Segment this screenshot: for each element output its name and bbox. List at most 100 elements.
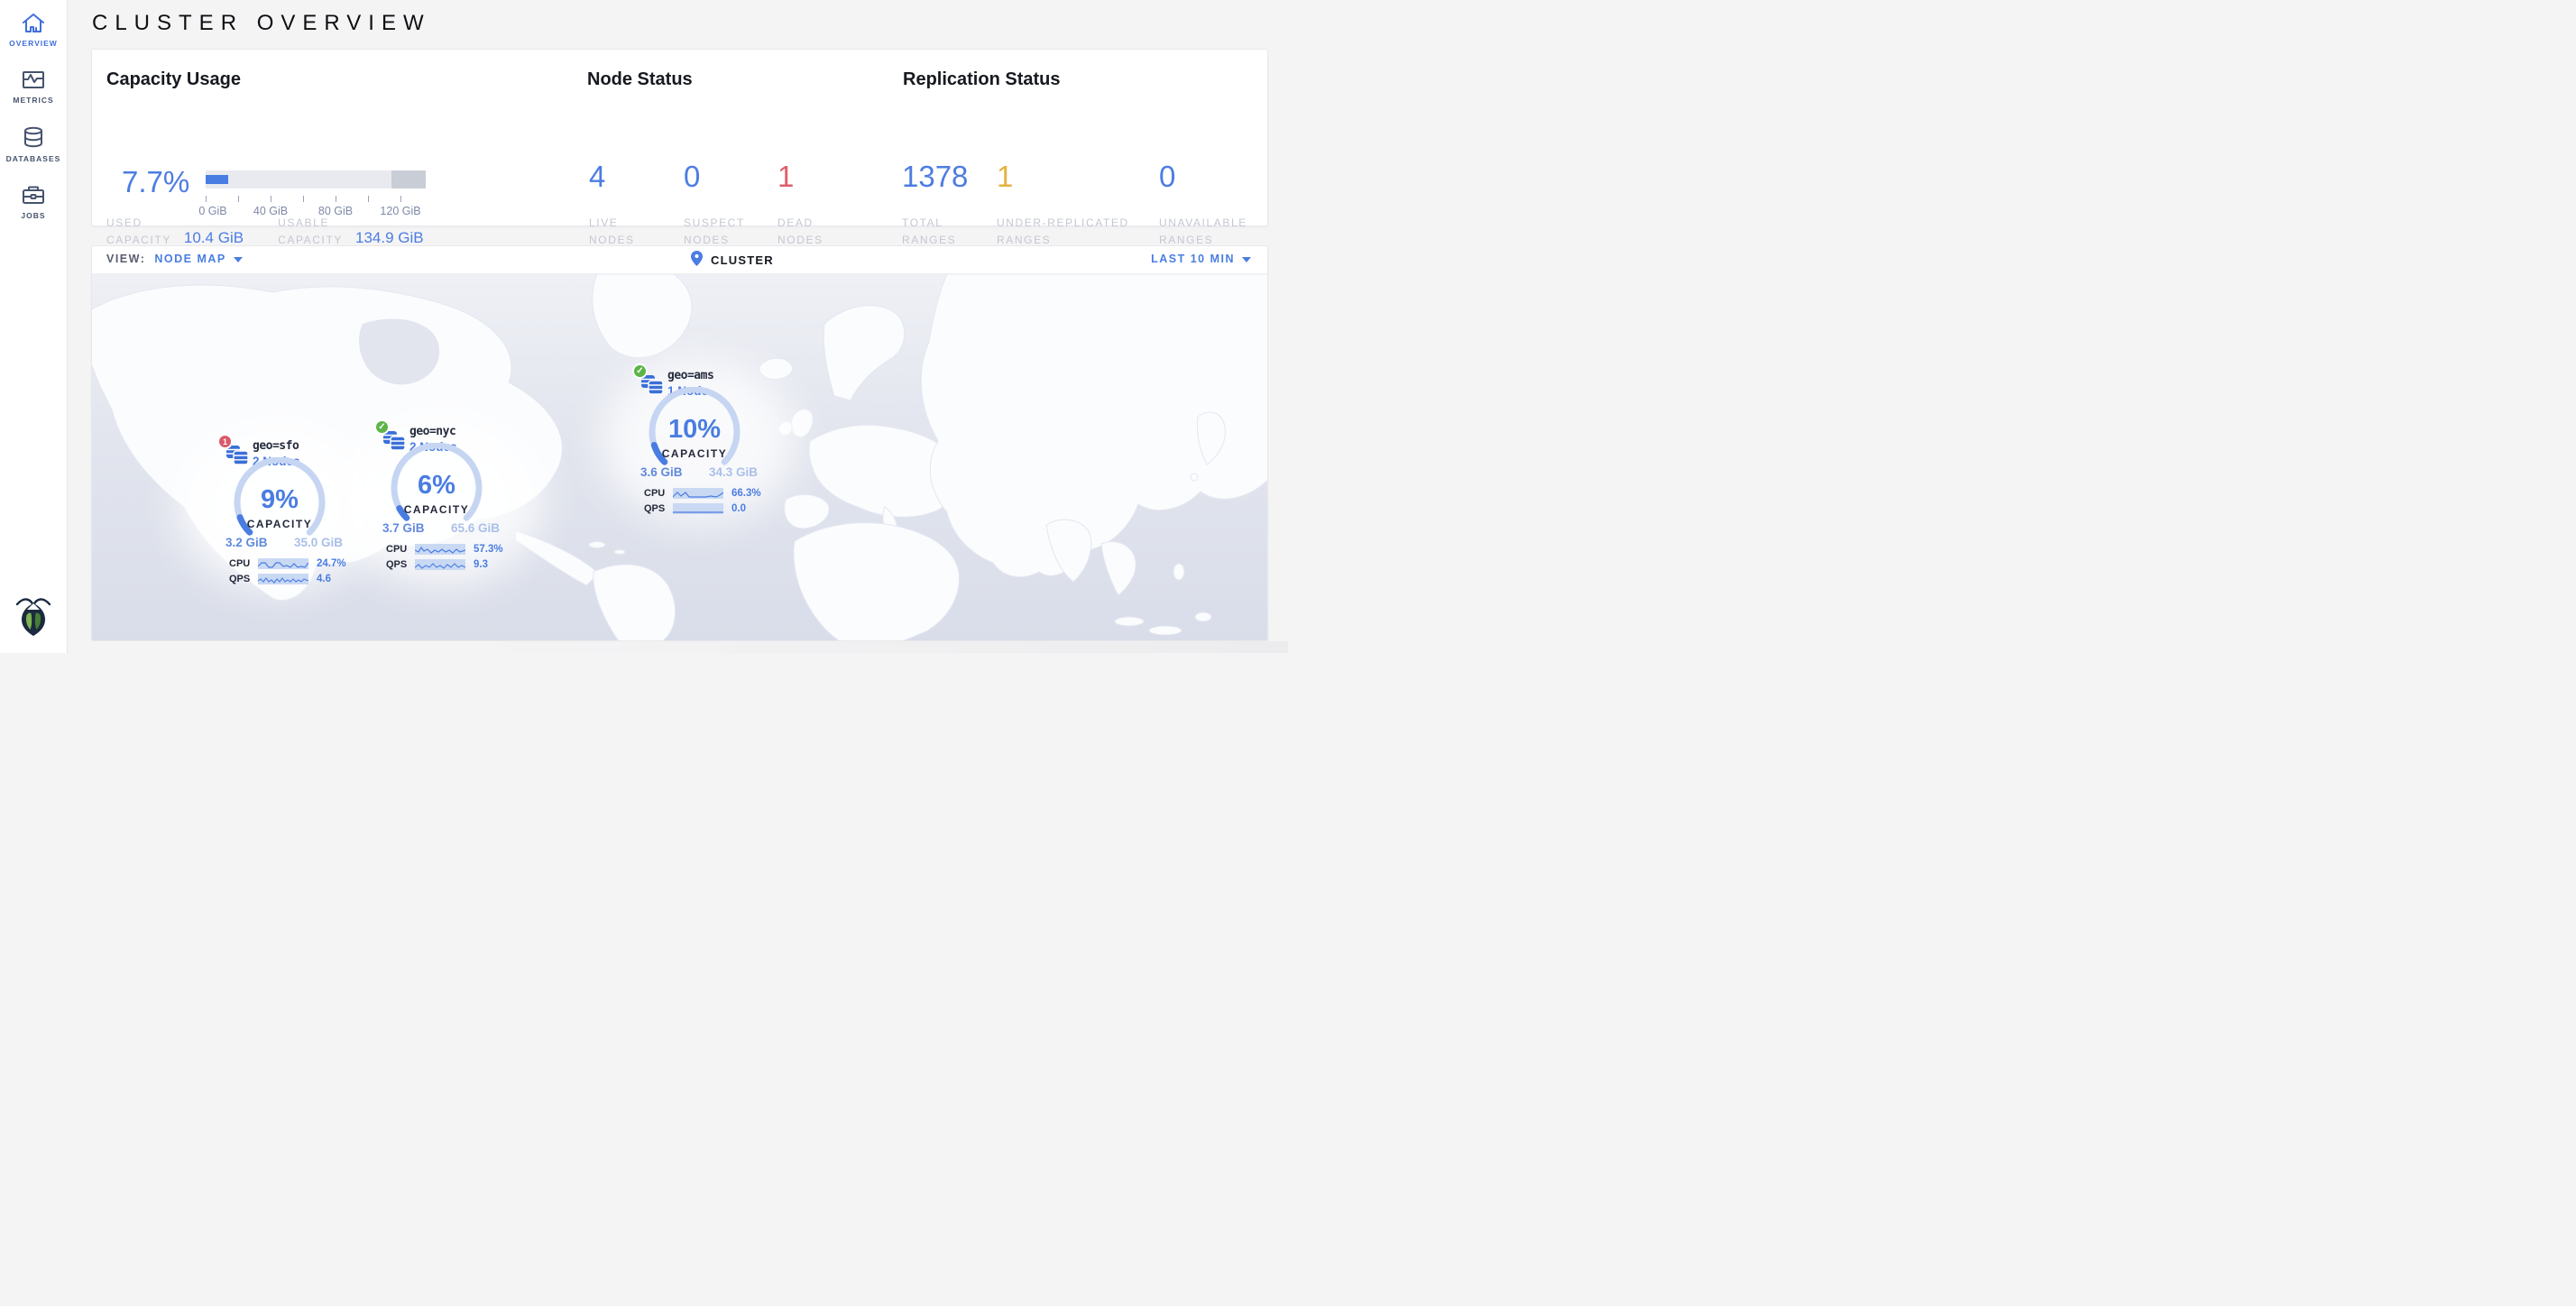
unavailable-ranges-value: 0 xyxy=(1159,160,1176,193)
cluster-overview-page: OVERVIEW METRICS DATABASES xyxy=(0,0,1288,653)
used-value: 3.7 GiB xyxy=(382,521,425,535)
cluster-summary-panel: Capacity Usage 7.7% 0 GiB 40 GiB 80 GiB … xyxy=(91,49,1268,246)
location-pin-icon xyxy=(691,251,703,269)
used-value: 3.6 GiB xyxy=(640,465,683,479)
briefcase-icon xyxy=(22,185,45,207)
under-replicated-value: 1 xyxy=(997,160,1014,193)
cpu-label: CPU xyxy=(229,558,251,569)
sidebar-item-label: JOBS xyxy=(21,211,46,220)
page-title: CLUSTER OVERVIEW xyxy=(92,11,431,35)
dead-nodes-value: 1 xyxy=(777,160,795,193)
axis-tick-label: 0 GiB xyxy=(198,205,227,217)
breadcrumb[interactable]: CLUSTER xyxy=(691,251,774,269)
replication-status-title: Replication Status xyxy=(903,69,1061,89)
node-status-title: Node Status xyxy=(587,69,693,89)
gauge-percent: 9% xyxy=(261,485,299,514)
qps-sparkline xyxy=(673,503,723,514)
cpu-value: 57.3% xyxy=(474,544,503,555)
healthy-check-badge: ✓ xyxy=(632,363,648,379)
cockroachdb-logo xyxy=(14,596,52,640)
locality-marker-ams[interactable]: ✓ geo=ams 1 Node 10% CAPACITY 3.6 GiB xyxy=(631,363,768,518)
horizontal-scrollbar[interactable] xyxy=(68,641,1288,653)
cpu-sparkline xyxy=(414,544,466,555)
cpu-label: CPU xyxy=(644,488,666,499)
view-mode-dropdown[interactable]: NODE MAP xyxy=(154,253,243,265)
capacity-detail-row: USED CAPACITY 10.4 GiB USABLE CAPACITY 134… xyxy=(106,215,424,248)
qps-label: QPS xyxy=(386,559,408,570)
locality-marker-nyc[interactable]: ✓ geo=nyc 2 Nodes 6% CAPACITY 3.7 GiB xyxy=(373,419,511,574)
healthy-check-badge: ✓ xyxy=(374,419,390,435)
capacity-gauge xyxy=(391,442,483,521)
live-nodes-value: 4 xyxy=(589,160,606,193)
world-map: 1 geo=sfo 2 Nodes 9% CAPACITY 3.2 GiB xyxy=(92,274,1267,640)
gauge-caption: CAPACITY xyxy=(661,447,728,460)
capacity-gauge xyxy=(234,456,326,536)
qps-label: QPS xyxy=(644,503,666,514)
time-range-value: LAST 10 MIN xyxy=(1151,253,1235,265)
time-range-dropdown[interactable]: LAST 10 MIN xyxy=(1151,253,1251,265)
dead-nodes-label: DEAD NODES xyxy=(777,216,823,246)
breadcrumb-label: CLUSTER xyxy=(711,253,774,267)
locality-name: geo=ams xyxy=(667,369,714,382)
under-replicated-label: UNDER-REPLICATED RANGES xyxy=(997,216,1129,246)
capacity-gauge xyxy=(649,386,741,465)
suspect-nodes-value: 0 xyxy=(684,160,701,193)
qps-sparkline xyxy=(257,574,309,584)
cpu-sparkline xyxy=(257,558,309,569)
suspect-nodes-label: SUSPECT NODES xyxy=(684,216,745,246)
node-map-panel: VIEW: NODE MAP CLUSTER LAST 10 MIN xyxy=(91,245,1268,641)
sidebar-item-label: OVERVIEW xyxy=(9,39,58,48)
gauge-percent: 6% xyxy=(418,471,455,500)
cpu-value: 66.3% xyxy=(731,488,761,499)
cpu-sparkline xyxy=(672,488,724,499)
database-stack-icon xyxy=(640,372,664,400)
gauge-caption: CAPACITY xyxy=(246,518,313,530)
capacity-bar-fill xyxy=(206,175,228,184)
chevron-down-icon xyxy=(233,256,243,262)
axis-tick-label: 120 GiB xyxy=(380,205,421,217)
capacity-bar xyxy=(206,170,426,189)
locality-marker-sfo[interactable]: 1 geo=sfo 2 Nodes 9% CAPACITY 3.2 GiB xyxy=(216,434,354,588)
dead-node-badge: 1 xyxy=(217,434,233,449)
usable-capacity: USABLE CAPACITY 134.9 GiB xyxy=(278,216,424,247)
sidebar-item-overview[interactable]: OVERVIEW xyxy=(0,0,67,57)
metrics-icon xyxy=(22,69,45,91)
live-nodes-label: LIVE NODES xyxy=(589,216,635,246)
used-value: 3.2 GiB xyxy=(225,536,268,549)
unavailable-ranges-label: UNAVAILABLE RANGES xyxy=(1159,216,1247,246)
capacity-bar-nonusable xyxy=(391,170,426,189)
database-icon xyxy=(23,126,44,150)
total-value: 35.0 GiB xyxy=(293,536,343,549)
qps-value: 4.6 xyxy=(317,574,331,584)
axis-tick-label: 40 GiB xyxy=(253,205,289,217)
view-mode-value: NODE MAP xyxy=(154,253,226,265)
total-ranges-label: TOTAL RANGES xyxy=(902,216,957,246)
sidebar-item-jobs[interactable]: JOBS xyxy=(0,172,67,229)
home-icon xyxy=(22,13,45,34)
qps-label: QPS xyxy=(229,574,251,584)
total-ranges-value: 1378 xyxy=(902,160,969,193)
cpu-value: 24.7% xyxy=(317,558,346,569)
used-capacity: USED CAPACITY 10.4 GiB xyxy=(106,216,244,247)
database-stack-icon xyxy=(382,428,406,456)
axis-tick-label: 80 GiB xyxy=(317,205,354,217)
sidebar-item-label: DATABASES xyxy=(5,154,61,163)
marker-glow xyxy=(340,414,543,585)
map-toolbar: VIEW: NODE MAP CLUSTER LAST 10 MIN xyxy=(92,246,1267,274)
capacity-usage-title: Capacity Usage xyxy=(106,69,241,89)
sidebar-item-metrics[interactable]: METRICS xyxy=(0,57,67,114)
qps-value: 0.0 xyxy=(731,503,746,514)
qps-value: 9.3 xyxy=(474,559,488,570)
used-capacity-value: 10.4 GiB xyxy=(183,229,244,247)
usable-capacity-value: 134.9 GiB xyxy=(355,229,424,247)
database-stack-icon xyxy=(225,443,249,471)
locality-name: geo=sfo xyxy=(253,439,299,453)
cpu-label: CPU xyxy=(386,544,408,555)
gauge-percent: 10% xyxy=(667,415,722,444)
chevron-down-icon xyxy=(1242,256,1251,262)
view-label: VIEW: xyxy=(106,253,146,265)
capacity-axis: 0 GiB 40 GiB 80 GiB 120 GiB xyxy=(198,192,426,223)
sidebar-item-databases[interactable]: DATABASES xyxy=(0,114,67,172)
sidebar-item-label: METRICS xyxy=(13,96,54,105)
total-value: 65.6 GiB xyxy=(450,521,500,535)
